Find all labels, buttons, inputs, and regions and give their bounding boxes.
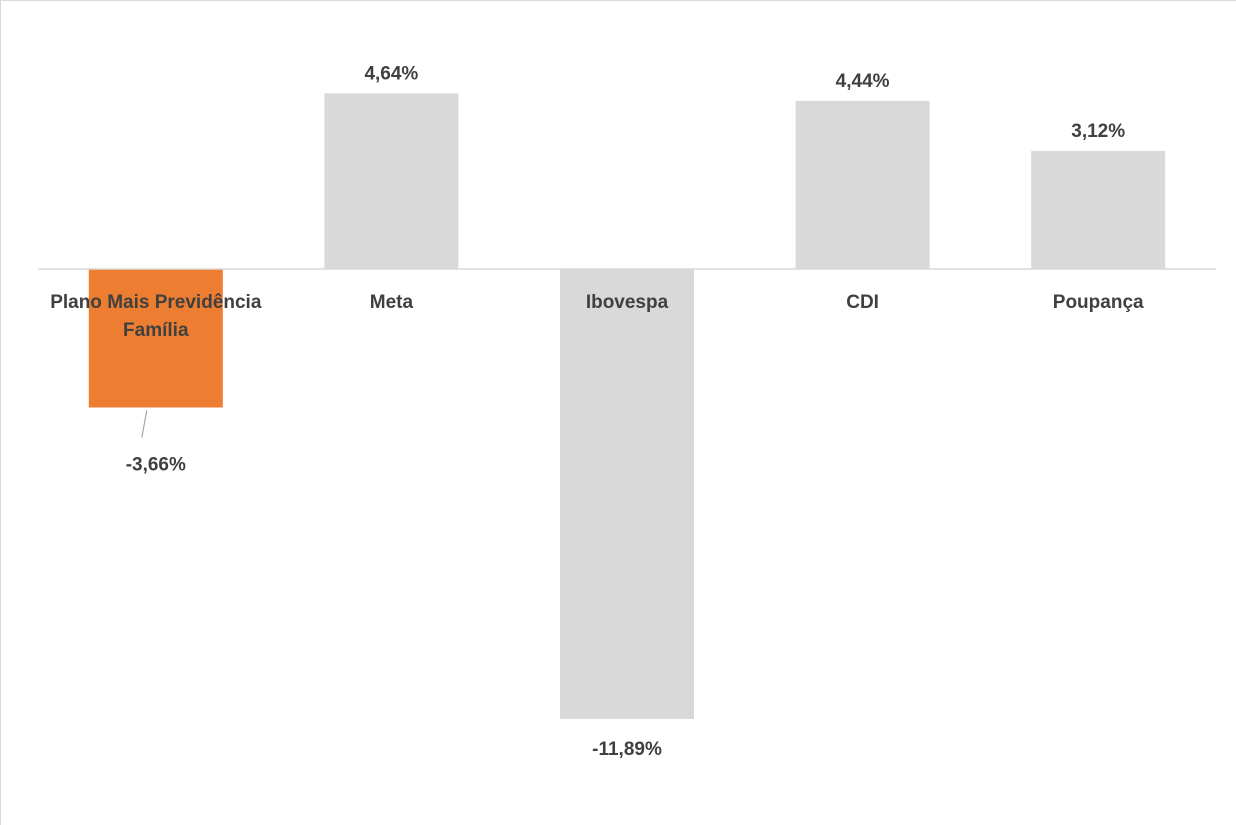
- bar-2: [560, 269, 694, 719]
- bar-series: [88, 93, 1166, 719]
- value-label-2: -11,89%: [592, 739, 662, 760]
- bar-0: [88, 269, 223, 408]
- label-leader-line: [141, 410, 148, 438]
- category-label-4: Poupança: [1053, 292, 1144, 313]
- bar-1: [324, 93, 459, 270]
- value-label-4: 3,12%: [1071, 121, 1125, 142]
- label-layer: Plano Mais Previdência Família Meta Ibovesp…: [50, 63, 1144, 760]
- category-label-0: Plano Mais Previdência Família: [50, 292, 262, 341]
- category-label-2: Ibovespa: [586, 292, 669, 313]
- bar-4: [1031, 150, 1166, 269]
- value-label-1: 4,64%: [364, 63, 418, 84]
- bar-3: [795, 100, 930, 270]
- category-label-3: CDI: [846, 292, 879, 313]
- value-label-0: -3,66%: [126, 455, 186, 476]
- value-label-3: 4,44%: [836, 71, 890, 92]
- category-label-1: Meta: [370, 292, 414, 313]
